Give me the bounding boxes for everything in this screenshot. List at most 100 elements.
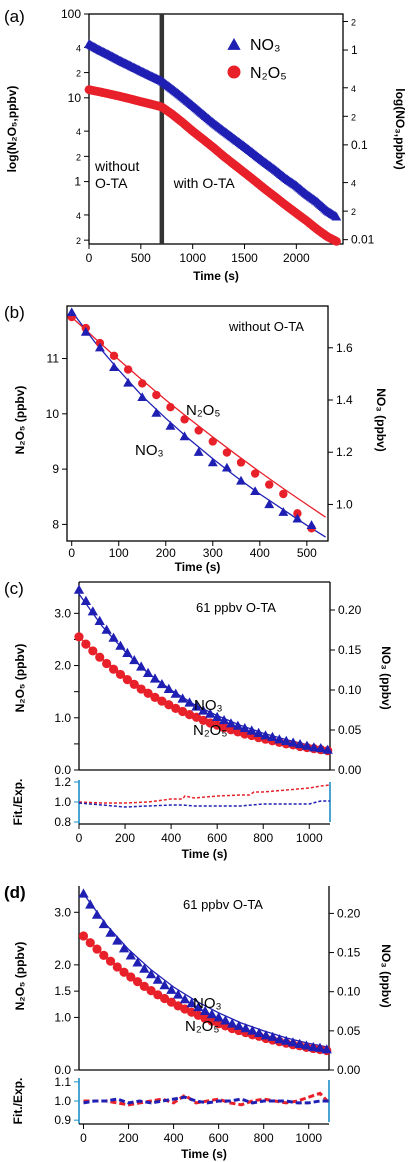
n2o5-point-d (105, 956, 116, 966)
no3-point-d (321, 1044, 332, 1054)
no3-point-c (136, 661, 147, 671)
no3-point-d (78, 888, 89, 898)
n2o5-point-b (250, 469, 260, 478)
no3-point-d (85, 899, 96, 909)
x-tick-label-a: 2000 (283, 251, 310, 265)
ratio-tick-label-d: 1.0 (54, 1094, 71, 1108)
legend-no3-marker-a (227, 38, 241, 50)
no3-point-c (129, 655, 140, 665)
no3-point-b (137, 392, 148, 402)
y-left-axis-label-d: N₂O₅ (ppbv) (13, 942, 27, 1011)
n2o5-point-c (226, 725, 236, 735)
x-tick-label-a: 1000 (179, 251, 206, 265)
x-tick-label-b: 500 (297, 546, 317, 560)
no3-point-c (142, 667, 154, 677)
x-tick-label-a: 1500 (231, 251, 258, 265)
legend-n2o5-label-a: N₂O₅ (250, 65, 287, 82)
no3-point-c (274, 734, 285, 744)
y-right-tick-label-c: 0.00 (338, 763, 362, 777)
no3-point-c (281, 735, 292, 745)
no3-point-b (123, 377, 134, 387)
no3-point-c (101, 624, 112, 634)
no3-point-c (308, 742, 320, 752)
n2o5-point-b (109, 351, 119, 360)
annotation-without-a: O-TA (95, 175, 128, 191)
n2o5-point-d (159, 993, 170, 1004)
y-right-tick-label-d: 0.05 (337, 1024, 361, 1038)
x-tick-label-c: 400 (161, 831, 181, 845)
y-right-tick-label-c: 0.20 (338, 603, 362, 617)
no3-point-c (191, 701, 202, 711)
y-right-tick-label-d: 0.00 (337, 1063, 361, 1077)
n2o5-point-d (78, 931, 89, 941)
no3-label-b: NO₃ (135, 442, 164, 459)
no3-point-d (112, 935, 123, 945)
divider-bar-a (159, 14, 165, 244)
no3-point-d (267, 1031, 278, 1041)
y-right-tick-label-b: 1.4 (336, 393, 353, 407)
no3-point-d (274, 1034, 285, 1044)
no3-point-b (250, 486, 261, 496)
n2o5-point-c (74, 632, 84, 642)
n2o5-point-d (119, 967, 129, 977)
no3-point-b (66, 307, 77, 317)
n2o5-point-c (143, 688, 153, 698)
n2o5-label-c: N₂O₅ (193, 722, 227, 739)
y-left-tick-label-a: 10 (68, 91, 82, 105)
y-left-tick-label-c: 0.0 (54, 763, 71, 777)
panel-label-b: (b) (4, 303, 25, 322)
no3-fit-line-b (71, 310, 326, 538)
x-tick-label-c: 0 (76, 831, 83, 845)
annotation-c: 61 ppbv O-TA (196, 600, 276, 615)
n2o5-point-c (115, 669, 126, 680)
n2o5-point-d (153, 990, 163, 1000)
no3-ratio-line-d (83, 1095, 329, 1105)
annotation-with-a: with O-TA (173, 175, 236, 191)
no3-point-c (232, 720, 244, 730)
x-tick-label-d: 800 (254, 1131, 274, 1145)
n2o5-point-b (265, 480, 274, 489)
no3-point-c (260, 730, 271, 740)
no3-point-d (98, 918, 109, 929)
no3-point-b (236, 475, 246, 485)
no3-point-d (294, 1038, 305, 1048)
x-tick-label-d: 600 (209, 1131, 229, 1145)
y-right-tick-label-a: 4 (351, 179, 356, 189)
n2o5-point-b (293, 509, 302, 518)
no3-point-d (179, 994, 190, 1004)
no3-point-c (80, 595, 92, 605)
no3-point-c (94, 615, 105, 625)
no3-point-b (292, 513, 303, 523)
no3-ratio-line-c (78, 800, 330, 808)
n2o5-point-c (198, 715, 208, 725)
x-tick-label-b: 0 (68, 546, 75, 560)
n2o5-point-d (132, 977, 143, 987)
no3-point-c (108, 632, 119, 642)
x-tick-label-a: 0 (86, 251, 93, 265)
n2o5-point-d (146, 986, 156, 996)
no3-point-c (115, 640, 126, 650)
panel-label-c: (c) (4, 579, 24, 598)
x-tick-label-b: 100 (109, 546, 129, 560)
y-left-tick-label-a: 4 (76, 211, 81, 221)
no3-point-c (253, 727, 264, 737)
y-right-axis-label-b: NO₃ (ppbv) (374, 388, 388, 452)
no3-point-c (73, 584, 85, 594)
no3-point-d (240, 1023, 251, 1033)
y-right-tick-label-b: 1.2 (336, 445, 353, 459)
y-left-tick-label-a: 2 (76, 69, 81, 79)
y-left-tick-label-a: 2 (76, 152, 81, 162)
n2o5-point-c (122, 675, 132, 685)
no3-point-c (267, 731, 278, 741)
no3-label-d: NO₃ (193, 995, 222, 1012)
y-left-tick-label-a: 4 (76, 43, 81, 53)
no3-point-c (322, 744, 333, 754)
n2o5-point-d (112, 962, 122, 972)
n2o5-ratio-line-c (78, 784, 331, 804)
n2o5-point-c (157, 696, 167, 706)
no3-point-b (80, 326, 91, 336)
annotation-b: without O-TA (228, 319, 304, 334)
n2o5-point-c (129, 679, 139, 689)
y-left-tick-label-d: 3.0 (54, 905, 71, 919)
